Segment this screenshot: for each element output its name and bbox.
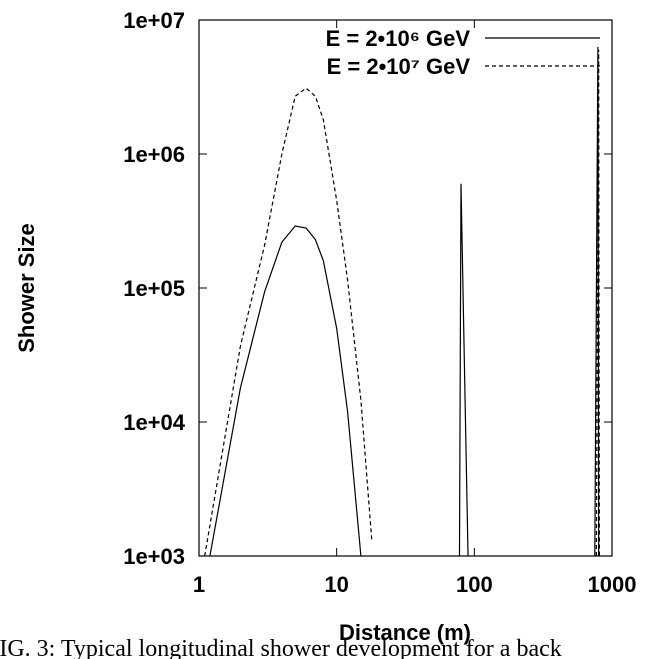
y-axis-label: Shower Size (14, 223, 39, 353)
x-tick-label: 10 (324, 572, 348, 597)
plot-frame (198, 19, 613, 557)
y-tick-label: 1e+04 (123, 410, 186, 435)
y-tick-label: 1e+05 (123, 276, 185, 301)
y-tick-label: 1e+06 (123, 142, 185, 167)
y-tick-label: 1e+07 (123, 8, 185, 33)
x-tick-label: 100 (456, 572, 493, 597)
plot-area (204, 46, 600, 556)
series-line (209, 46, 600, 556)
y-tick-label: 1e+03 (123, 544, 185, 569)
legend-label: E = 2•10⁷ GeV (327, 54, 471, 79)
x-tick-label: 1000 (588, 572, 637, 597)
series-line (204, 49, 600, 556)
x-tick-label: 1 (193, 572, 205, 597)
legend-label: E = 2•10⁶ GeV (326, 26, 471, 51)
x-axis-label: Distance (m) (339, 620, 471, 645)
caption: FIG. 3: Typical longitudinal shower deve… (0, 636, 562, 659)
